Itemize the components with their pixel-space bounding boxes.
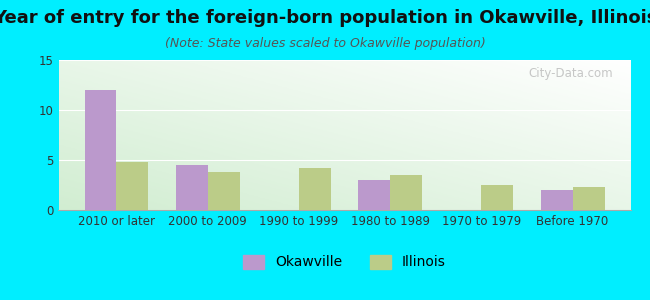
Bar: [482, 185, 514, 210]
Text: Year of entry for the foreign-born population in Okawville, Illinois: Year of entry for the foreign-born popul…: [0, 9, 650, 27]
Bar: [358, 180, 390, 210]
Bar: [390, 175, 422, 210]
Bar: [84, 90, 116, 210]
Bar: [116, 162, 148, 210]
Bar: [176, 165, 207, 210]
Bar: [207, 172, 240, 210]
Bar: [541, 190, 573, 210]
Bar: [299, 168, 331, 210]
Legend: Okawville, Illinois: Okawville, Illinois: [238, 249, 451, 275]
Text: (Note: State values scaled to Okawville population): (Note: State values scaled to Okawville …: [164, 38, 486, 50]
Bar: [573, 187, 604, 210]
Text: City-Data.com: City-Data.com: [528, 68, 614, 80]
